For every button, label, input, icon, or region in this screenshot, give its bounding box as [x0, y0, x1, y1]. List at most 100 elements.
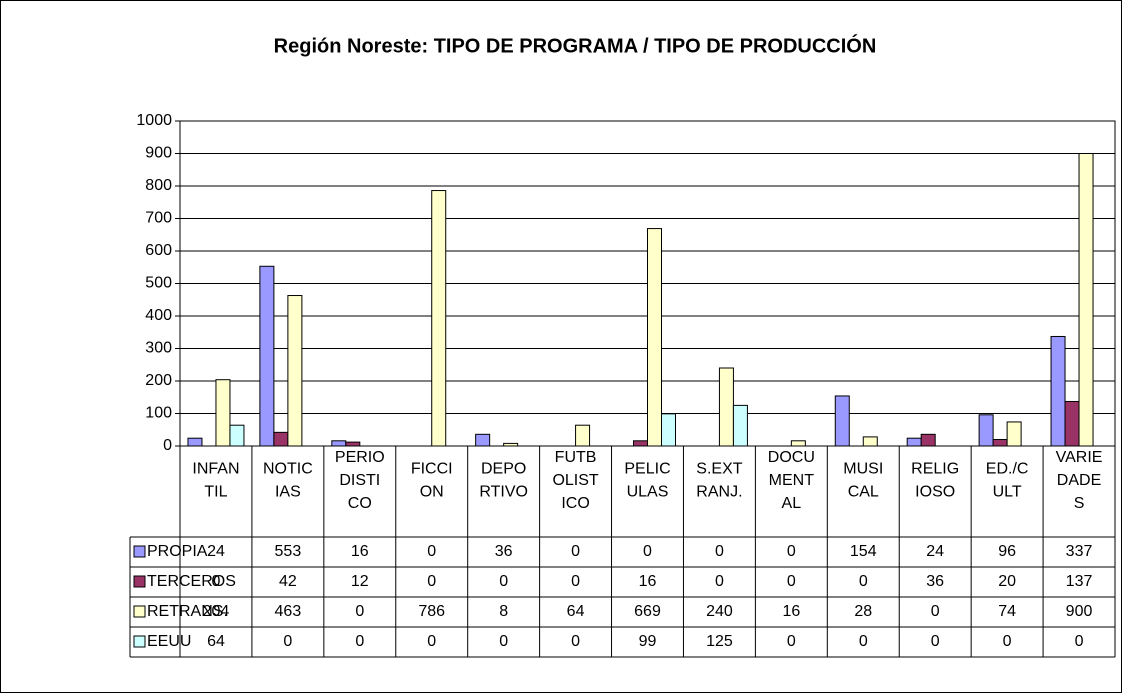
x-tick-label: ED./C ULT: [986, 461, 1029, 501]
bar: [718, 367, 734, 447]
table-value: 0: [787, 543, 796, 560]
table-value: 24: [926, 543, 944, 560]
legend-label: TERCEROS: [147, 573, 236, 590]
table-value: 24: [207, 543, 225, 560]
bar: [661, 413, 676, 447]
y-tick-label: 300: [145, 340, 172, 357]
table-value: 0: [859, 633, 868, 650]
y-tick-label: 900: [145, 145, 172, 162]
x-tick-label: RELIG IOSO: [911, 461, 959, 501]
bar: [431, 190, 447, 447]
y-tick-label: 800: [145, 177, 172, 194]
bar: [1064, 400, 1080, 447]
table-value: 0: [283, 633, 292, 650]
y-tick-label: 600: [145, 242, 172, 259]
bar: [345, 441, 361, 447]
table-value: 0: [571, 543, 580, 560]
table-value: 0: [499, 633, 508, 650]
bar: [229, 424, 245, 447]
table-value: 0: [212, 573, 221, 590]
bar: [1006, 421, 1022, 447]
table-value: 0: [1075, 633, 1084, 650]
x-tick-label: INFAN TIL: [192, 461, 239, 501]
x-tick-label: DOCU MENT AL: [768, 449, 815, 512]
bar: [633, 440, 648, 447]
table-value: 16: [782, 603, 800, 620]
x-tick-label: S.EXT RANJ.: [696, 461, 742, 501]
table-value: 96: [998, 543, 1016, 560]
table-value: 42: [279, 573, 297, 590]
table-value: 12: [351, 573, 369, 590]
table-value: 0: [715, 543, 724, 560]
table-value: 154: [850, 543, 877, 560]
table-value: 0: [931, 633, 940, 650]
bar: [992, 439, 1008, 447]
y-tick-label: 100: [145, 405, 172, 422]
table-value: 0: [427, 543, 436, 560]
table-value: 99: [639, 633, 657, 650]
legend-key: [133, 545, 146, 558]
bar: [920, 433, 936, 447]
table-value: 0: [571, 573, 580, 590]
x-tick-label: FICCI ON: [411, 461, 453, 501]
bar: [1078, 153, 1094, 447]
table-value: 36: [926, 573, 944, 590]
x-tick-label: DEPO RTIVO: [479, 461, 528, 501]
x-tick-label: MUSI CAL: [843, 461, 883, 501]
x-tick-label: FUTB OLIST ICO: [552, 449, 598, 512]
table-value: 64: [207, 633, 225, 650]
x-tick-label: NOTIC IAS: [263, 461, 313, 501]
y-tick-label: 200: [145, 372, 172, 389]
table-value: 0: [499, 573, 508, 590]
table-value: 0: [787, 573, 796, 590]
bar: [862, 436, 878, 447]
bar: [978, 414, 994, 447]
x-tick-label: PERIO DISTI CO: [335, 449, 385, 512]
table-value: 0: [859, 573, 868, 590]
table-value: 0: [427, 573, 436, 590]
table-value: 553: [275, 543, 302, 560]
bar: [287, 295, 303, 447]
table-value: 0: [427, 633, 436, 650]
bar: [259, 265, 275, 447]
table-value: 28: [854, 603, 872, 620]
table-value: 786: [418, 603, 445, 620]
legend-key: [133, 635, 146, 648]
legend-label: PROPIA: [147, 543, 208, 560]
bar: [475, 433, 491, 447]
table-value: 64: [567, 603, 585, 620]
table-value: 0: [355, 603, 364, 620]
bar: [273, 431, 289, 447]
table-value: 137: [1066, 573, 1093, 590]
legend-label: RETRANS.: [147, 603, 228, 620]
y-tick-label: 400: [145, 307, 172, 324]
y-tick-label: 500: [145, 275, 172, 292]
table-value: 0: [571, 633, 580, 650]
table-value: 669: [634, 603, 661, 620]
table-value: 16: [639, 573, 657, 590]
table-value: 0: [931, 603, 940, 620]
table-value: 0: [1003, 633, 1012, 650]
chart-title: Región Noreste: TIPO DE PROGRAMA / TIPO …: [274, 33, 877, 57]
table-value: 240: [706, 603, 733, 620]
table-value: 204: [203, 603, 230, 620]
bar: [834, 395, 850, 447]
table-value: 8: [499, 603, 508, 620]
legend-key: [133, 575, 146, 588]
bar: [732, 404, 748, 447]
legend-key: [133, 605, 146, 618]
table-value: 74: [998, 603, 1016, 620]
table-value: 20: [998, 573, 1016, 590]
bar: [503, 442, 519, 447]
bar: [331, 440, 347, 447]
bar: [1050, 335, 1066, 447]
table-value: 16: [351, 543, 369, 560]
table-value: 0: [355, 633, 364, 650]
bar: [215, 379, 231, 447]
table-value: 125: [706, 633, 733, 650]
table-value: 0: [715, 573, 724, 590]
table-value: 463: [275, 603, 302, 620]
bar: [575, 424, 591, 447]
